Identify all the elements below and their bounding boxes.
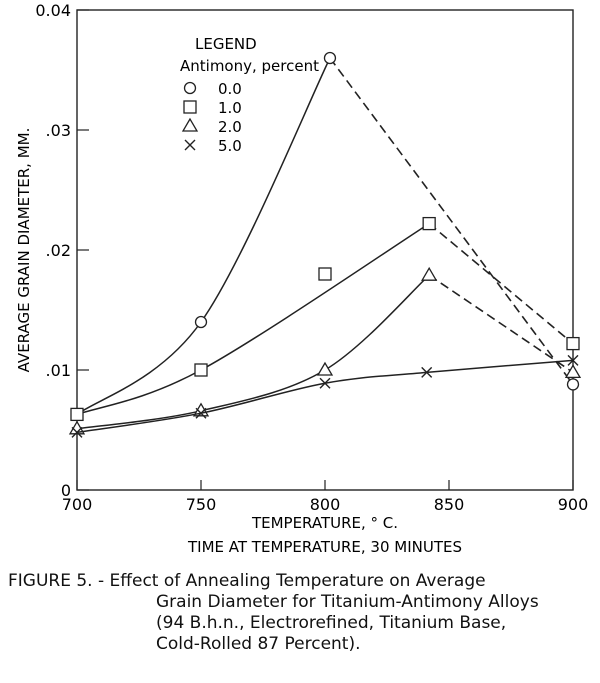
- data-point-square: [566, 336, 580, 351]
- data-point-circle: [323, 51, 337, 65]
- data-point-triangle: [68, 420, 86, 435]
- figure-caption: FIGURE 5. - Effect of Annealing Temperat…: [8, 571, 539, 655]
- series-line-solid: [76, 222, 430, 416]
- legend-subtitle: Antimony, percent: [180, 57, 319, 75]
- y-tick-label: .02: [46, 241, 71, 260]
- y-tick-label: 0.04: [35, 1, 71, 20]
- x-tick-label: 800: [310, 495, 341, 514]
- data-point-square: [194, 363, 208, 377]
- data-point-square: [318, 267, 332, 281]
- y-axis-label: AVERAGE GRAIN DIAMETER, MM.: [15, 128, 33, 373]
- y-tick-label: .01: [46, 361, 71, 380]
- x-tick-label: 750: [186, 495, 217, 514]
- legend-label: 0.0: [218, 80, 242, 98]
- data-point-x: [71, 426, 83, 438]
- data-point-x: [195, 407, 207, 419]
- series-square: [70, 216, 580, 422]
- data-point-x: [319, 377, 331, 389]
- caption-line-1: FIGURE 5. - Effect of Annealing Temperat…: [8, 571, 486, 591]
- data-point-triangle: [316, 361, 334, 376]
- x-axis-label-2: TIME AT TEMPERATURE, 30 MINUTES: [187, 538, 462, 556]
- x-tick-label: 850: [434, 495, 465, 514]
- data-point-triangle: [564, 364, 582, 379]
- series-line-dashed: [428, 274, 574, 374]
- legend-label: 5.0: [218, 137, 242, 155]
- data-point-circle: [194, 315, 208, 329]
- series-line-dashed: [428, 222, 574, 345]
- y-tick-label: 0: [61, 481, 71, 500]
- legend-title: LEGEND: [195, 35, 257, 53]
- legend-marker-x: [184, 139, 196, 151]
- caption-line-2: Grain Diameter for Titanium-Antimony All…: [156, 592, 539, 612]
- legend-marker-circle: [183, 81, 197, 95]
- data-point-square: [422, 216, 436, 231]
- x-tick-label: 900: [558, 495, 589, 514]
- legend-label: 2.0: [218, 118, 242, 136]
- caption-line-3: (94 B.h.n., Electrorefined, Titanium Bas…: [156, 613, 507, 633]
- series-line-solid: [76, 57, 331, 416]
- data-point-circle: [566, 378, 580, 391]
- series-x: [71, 354, 579, 438]
- caption-line-4: Cold-Rolled 87 Percent).: [156, 634, 361, 654]
- data-point-triangle: [421, 266, 438, 281]
- plot-frame: [76, 9, 574, 491]
- data-point-x: [421, 366, 433, 378]
- legend-label: 1.0: [218, 99, 242, 117]
- x-tick-label: 700: [62, 495, 93, 514]
- series-line-dashed: [329, 57, 574, 385]
- legend-marker-triangle: [181, 117, 199, 132]
- chart: AVERAGE GRAIN DIAMETER, MM. TEMPERATURE,…: [15, 1, 589, 556]
- x-axis-label: TEMPERATURE, ° C.: [251, 514, 398, 532]
- legend-marker-square: [183, 100, 197, 114]
- series-line-solid: [76, 274, 430, 430]
- data-point-x: [567, 354, 579, 366]
- data-point-square: [70, 407, 84, 422]
- y-tick-label: .03: [46, 121, 71, 140]
